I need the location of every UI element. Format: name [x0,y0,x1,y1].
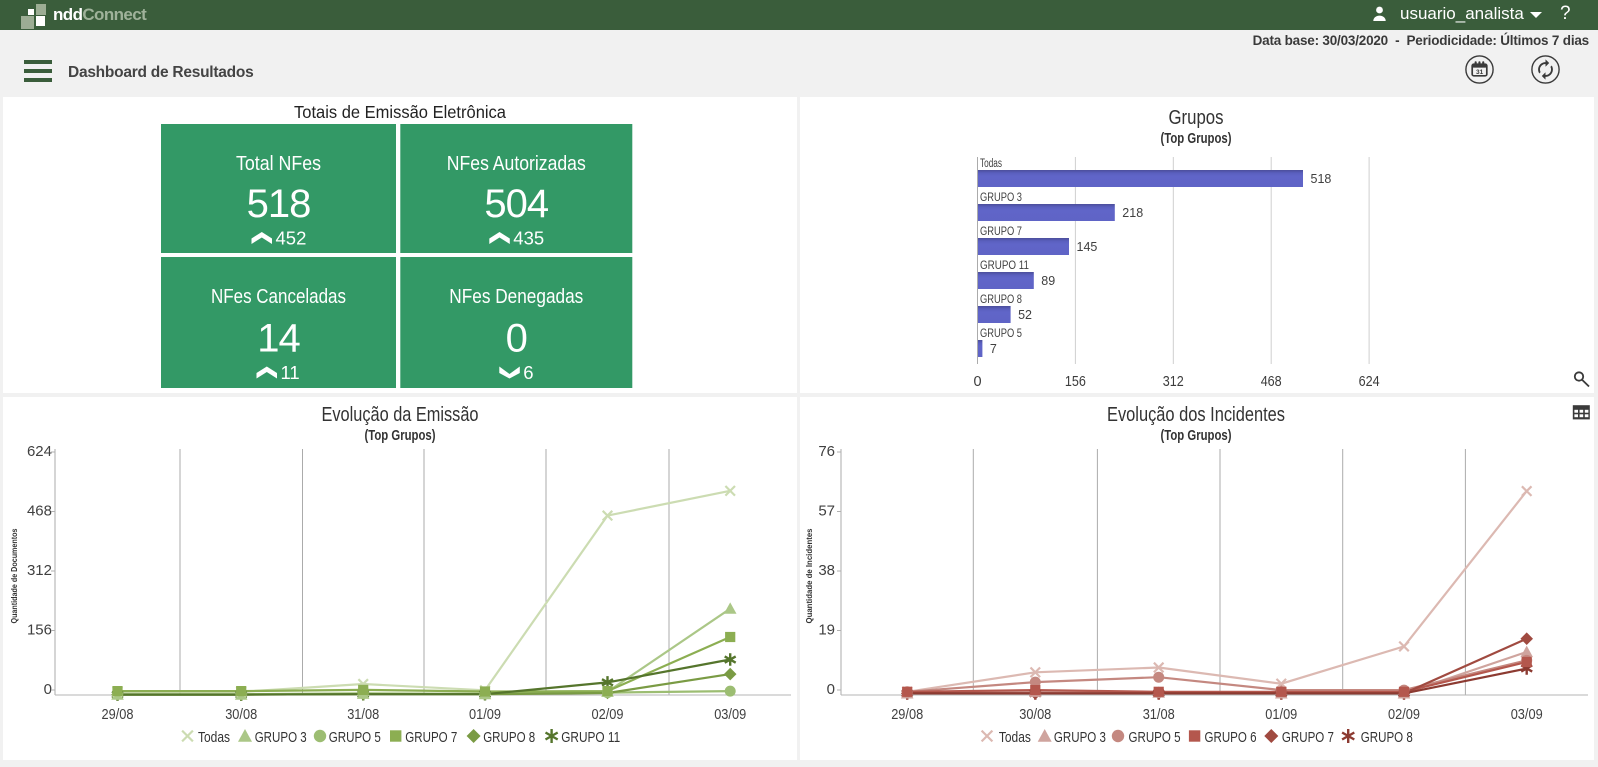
svg-text:(Top Grupos): (Top Grupos) [1161,428,1232,444]
svg-text:Grupos: Grupos [1169,107,1224,129]
svg-text:Todas: Todas [999,729,1031,746]
svg-text:0: 0 [506,317,527,361]
svg-text:Todas: Todas [198,729,230,746]
svg-text:Total NFes: Total NFes [236,152,321,175]
svg-text:GRUPO 5: GRUPO 5 [329,729,381,746]
svg-text:02/09: 02/09 [592,707,624,723]
svg-text:89: 89 [1041,274,1055,288]
svg-text:76: 76 [818,443,835,460]
svg-text:38: 38 [818,562,835,579]
svg-text:11: 11 [281,362,300,383]
svg-text:435: 435 [513,228,544,249]
svg-text:156: 156 [1065,374,1086,390]
svg-text:Evolução dos Incidentes: Evolução dos Incidentes [1107,404,1285,426]
svg-text:GRUPO 3: GRUPO 3 [1054,729,1106,746]
svg-text:GRUPO 11: GRUPO 11 [980,260,1029,272]
svg-text:GRUPO 7: GRUPO 7 [1282,729,1334,746]
svg-text:03/09: 03/09 [1511,707,1543,723]
svg-text:Todas: Todas [980,158,1002,170]
svg-text:14: 14 [257,317,300,361]
svg-text:29/08: 29/08 [891,707,923,723]
svg-text:218: 218 [1122,206,1143,220]
svg-text:NFes Autorizadas: NFes Autorizadas [447,152,586,175]
svg-text:GRUPO 11: GRUPO 11 [561,729,620,746]
svg-text:01/09: 01/09 [469,707,501,723]
svg-text:31/08: 31/08 [1143,707,1175,723]
svg-text:156: 156 [27,621,52,638]
svg-text:GRUPO 6: GRUPO 6 [1205,729,1257,746]
svg-text:19: 19 [818,621,835,638]
svg-text:312: 312 [27,562,52,579]
svg-text:145: 145 [1077,240,1098,254]
svg-text:52: 52 [1018,308,1032,322]
svg-text:GRUPO 8: GRUPO 8 [483,729,535,746]
svg-text:57: 57 [818,502,835,519]
svg-text:03/09: 03/09 [714,707,746,723]
svg-text:7: 7 [990,342,997,356]
svg-text:452: 452 [276,228,307,249]
svg-text:468: 468 [27,502,52,519]
svg-text:30/08: 30/08 [225,707,257,723]
svg-text:504: 504 [484,182,548,226]
svg-text:Quantidade de Documentos: Quantidade de Documentos [9,528,19,623]
svg-text:GRUPO 8: GRUPO 8 [980,294,1022,306]
svg-text:29/08: 29/08 [102,707,134,723]
svg-text:NFes Denegadas: NFes Denegadas [449,285,583,308]
svg-text:0: 0 [973,374,981,390]
svg-text:312: 312 [1163,374,1184,390]
svg-text:GRUPO 8: GRUPO 8 [1361,729,1413,746]
svg-text:31: 31 [1476,69,1484,76]
svg-text:GRUPO 5: GRUPO 5 [980,328,1022,340]
svg-text:01/09: 01/09 [1265,707,1297,723]
svg-text:Quantidade de Incidentes: Quantidade de Incidentes [804,528,814,623]
svg-text:518: 518 [247,182,311,226]
svg-text:6: 6 [523,362,533,383]
svg-text:624: 624 [1359,374,1380,390]
svg-text:GRUPO 7: GRUPO 7 [405,729,457,746]
svg-text:GRUPO 3: GRUPO 3 [255,729,307,746]
svg-text:0: 0 [827,681,835,698]
svg-text:NFes Canceladas: NFes Canceladas [211,285,346,308]
svg-text:GRUPO 5: GRUPO 5 [1129,729,1181,746]
svg-text:624: 624 [27,443,52,460]
svg-text:518: 518 [1311,172,1332,186]
svg-text:GRUPO 3: GRUPO 3 [980,192,1022,204]
svg-text:0: 0 [44,681,52,698]
svg-text:468: 468 [1261,374,1282,390]
svg-text:GRUPO 7: GRUPO 7 [980,226,1022,238]
svg-text:02/09: 02/09 [1388,707,1420,723]
svg-text:(Top Grupos): (Top Grupos) [1161,131,1232,147]
svg-text:Evolução da Emissão: Evolução da Emissão [322,404,479,426]
svg-text:31/08: 31/08 [347,707,379,723]
svg-text:30/08: 30/08 [1019,707,1051,723]
svg-text:Totais de Emissão Eletrônica: Totais de Emissão Eletrônica [294,102,506,122]
svg-text:(Top Grupos): (Top Grupos) [365,428,436,444]
